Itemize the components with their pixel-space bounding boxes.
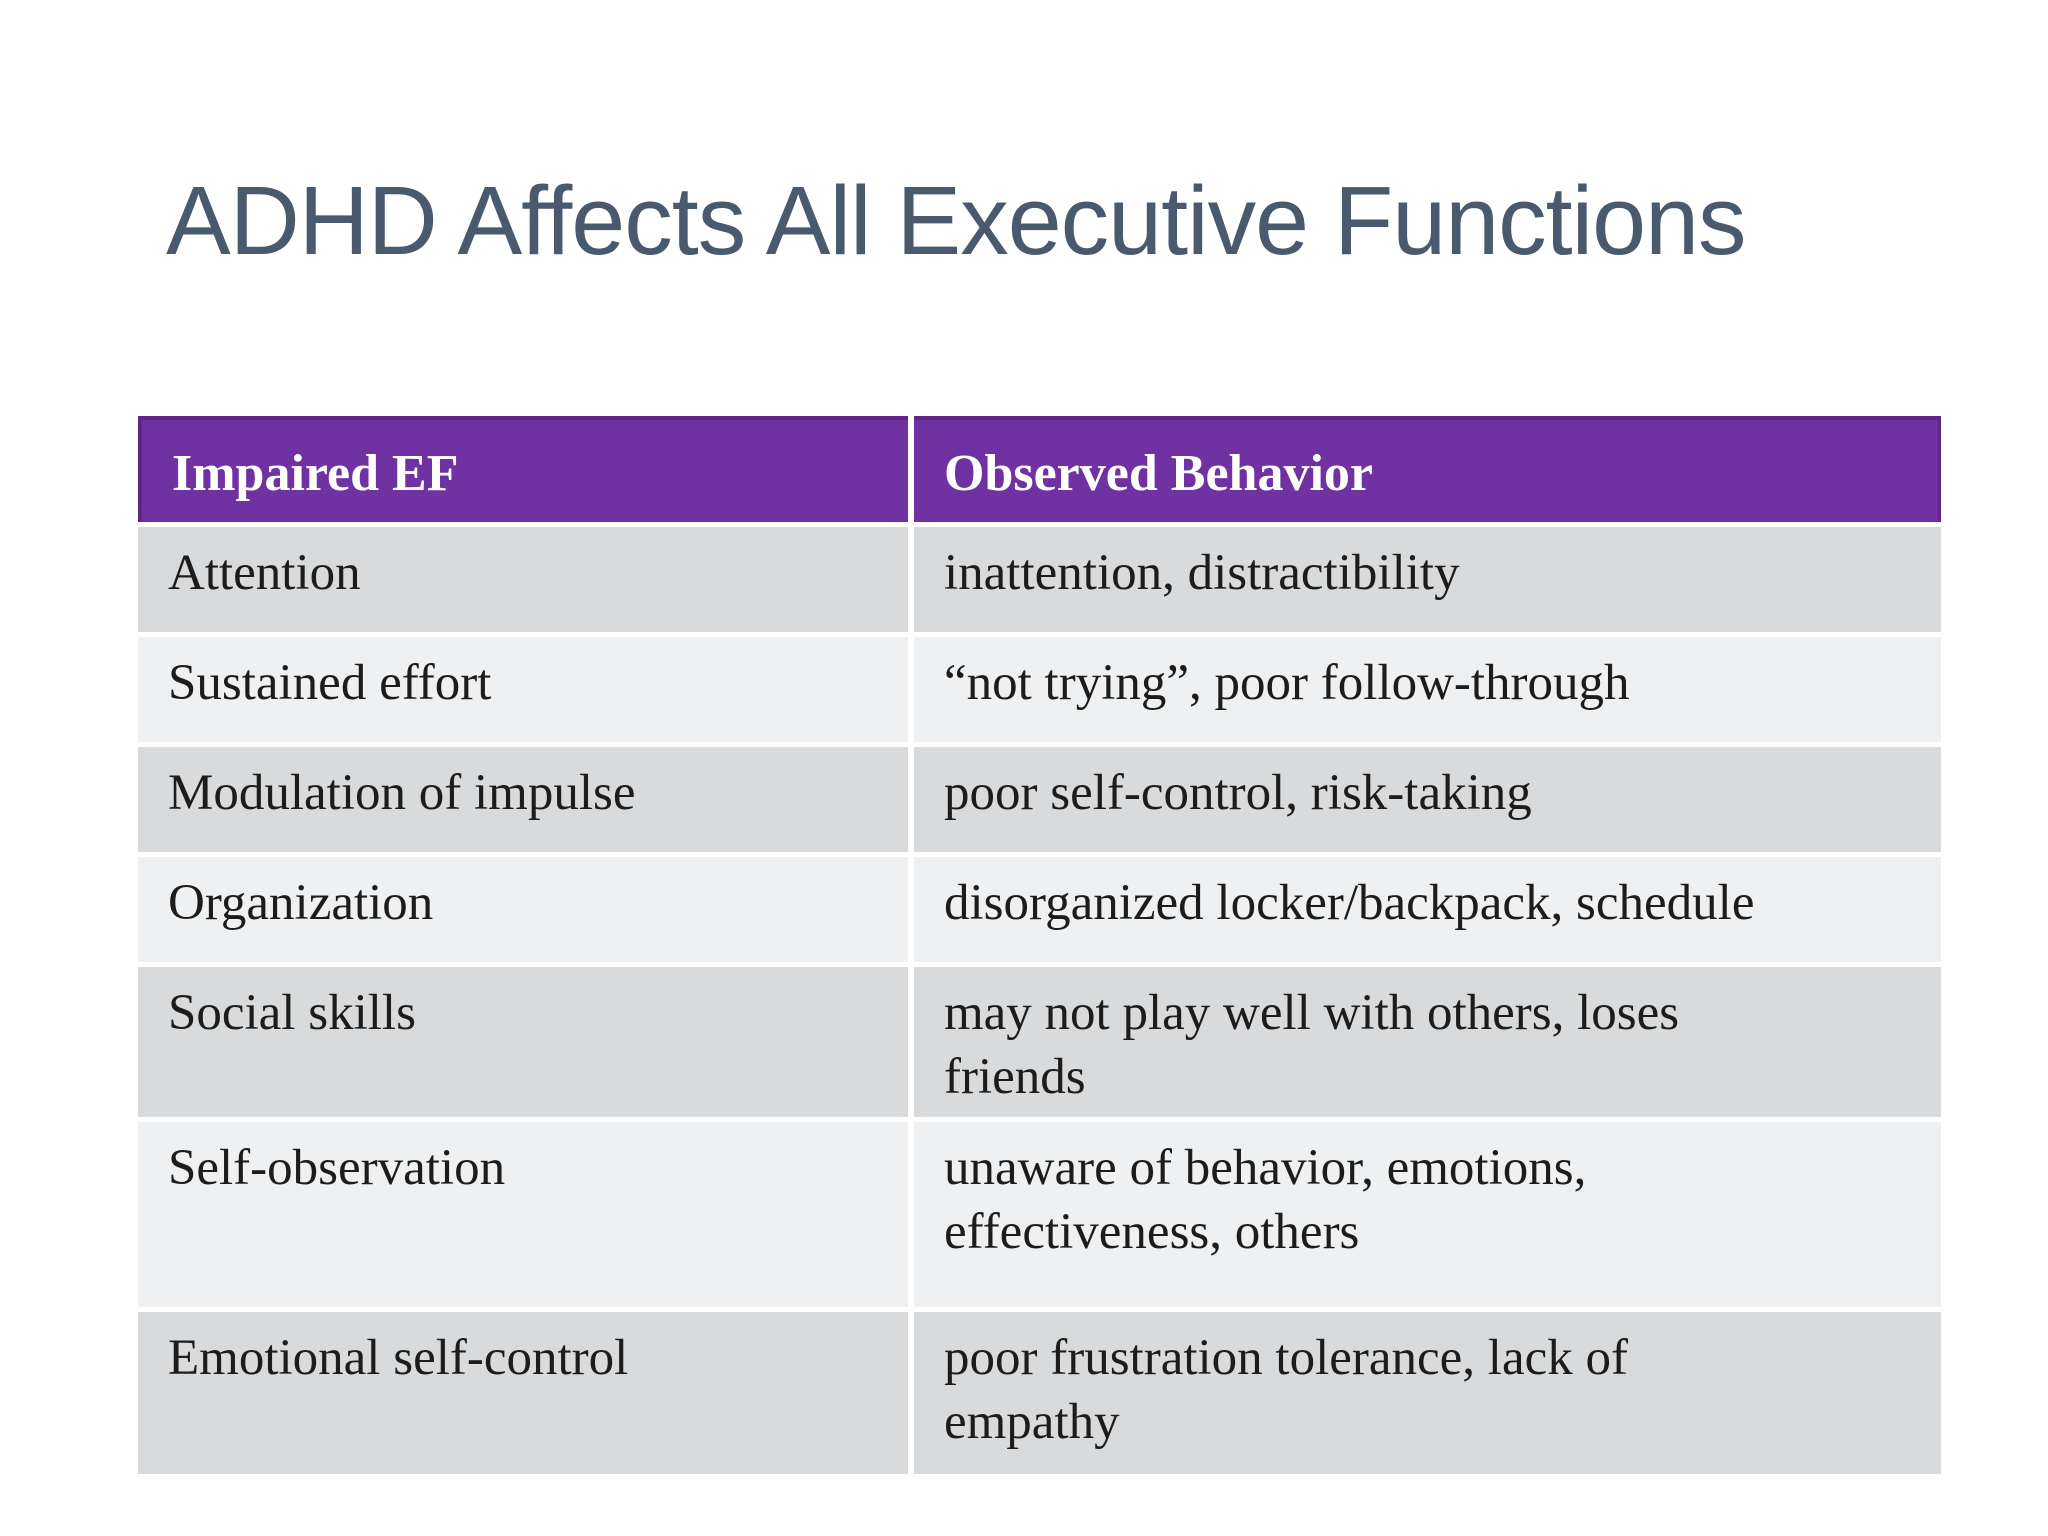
cell-observed-behavior: poor frustration tolerance, lack of empa… [914, 1312, 1941, 1474]
cell-impaired-ef: Emotional self-control [138, 1312, 908, 1474]
column-header-impaired-ef: Impaired EF [138, 416, 908, 522]
cell-impaired-ef: Self-observation [138, 1122, 908, 1307]
table-row-social-skills: Social skills may not play well with oth… [138, 967, 1941, 1117]
table-row-self-observation: Self-observation unaware of behavior, em… [138, 1122, 1941, 1307]
table-row-sustained-effort: Sustained effort “not trying”, poor foll… [138, 637, 1941, 742]
cell-impaired-ef: Organization [138, 857, 908, 962]
cell-observed-behavior: inattention, distractibility [914, 527, 1941, 632]
cell-impaired-ef: Sustained effort [138, 637, 908, 742]
slide-title: ADHD Affects All Executive Functions [166, 166, 1747, 275]
table-row-modulation-of-impulse: Modulation of impulse poor self-control,… [138, 747, 1941, 852]
cell-impaired-ef: Modulation of impulse [138, 747, 908, 852]
cell-impaired-ef: Attention [138, 527, 908, 632]
cell-observed-behavior: may not play well with others, loses fri… [914, 967, 1941, 1117]
cell-impaired-ef: Social skills [138, 967, 908, 1117]
table-row-attention: Attention inattention, distractibility [138, 527, 1941, 632]
cell-observed-behavior: “not trying”, poor follow-through [914, 637, 1941, 742]
cell-observed-behavior: poor self-control, risk-taking [914, 747, 1941, 852]
cell-observed-behavior: disorganized locker/backpack, schedule [914, 857, 1941, 962]
table-row-organization: Organization disorganized locker/backpac… [138, 857, 1941, 962]
ef-behavior-table: Impaired EF Observed Behavior Attention … [138, 416, 1941, 1479]
table-header-row: Impaired EF Observed Behavior [138, 416, 1941, 522]
column-header-observed-behavior: Observed Behavior [914, 416, 1941, 522]
cell-observed-behavior: unaware of behavior, emotions, effective… [914, 1122, 1941, 1307]
table-row-emotional-self-control: Emotional self-control poor frustration … [138, 1312, 1941, 1474]
